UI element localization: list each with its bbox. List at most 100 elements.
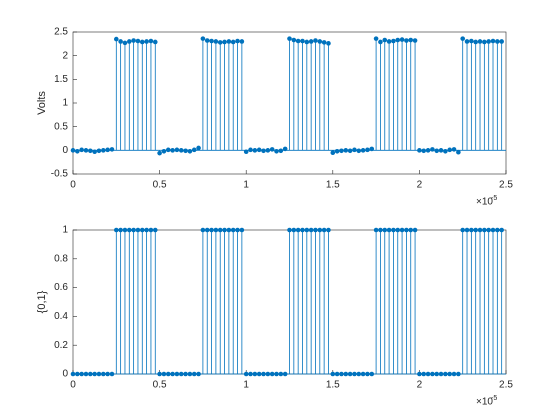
stem	[178, 148, 184, 153]
stem-marker	[321, 227, 327, 233]
stem	[239, 227, 245, 374]
stem	[421, 148, 427, 154]
stem	[191, 371, 197, 377]
stem	[122, 40, 128, 151]
stem-marker	[386, 227, 392, 233]
stem-marker	[308, 39, 314, 44]
stem-marker	[399, 37, 405, 42]
stem-marker	[88, 371, 93, 377]
stem-marker	[235, 38, 240, 44]
stem-marker	[304, 39, 310, 45]
stem-marker	[278, 148, 284, 154]
stem	[425, 148, 431, 153]
stem	[430, 147, 435, 152]
stem	[222, 227, 227, 374]
stem-marker	[243, 371, 249, 377]
stem-marker	[144, 227, 149, 233]
stem	[152, 39, 158, 151]
stem-marker	[79, 147, 84, 153]
stem-marker	[269, 147, 275, 152]
stem-marker	[200, 36, 206, 41]
stem	[92, 371, 97, 377]
stem-marker	[148, 38, 154, 44]
stem-marker	[395, 227, 401, 233]
stem-marker	[313, 227, 318, 233]
stem	[469, 227, 474, 374]
stem	[170, 371, 175, 377]
stem-marker	[434, 371, 440, 377]
stem	[300, 38, 305, 151]
stem-marker	[473, 227, 478, 233]
stem-marker	[170, 148, 175, 153]
stem-marker	[213, 39, 219, 44]
stem-marker	[70, 148, 76, 153]
stem-marker	[239, 39, 245, 44]
stem	[308, 39, 314, 151]
stem-marker	[330, 371, 336, 377]
stem	[126, 39, 132, 151]
y-axis-label: Volts	[36, 91, 48, 115]
y-tick-label: 0.5	[54, 121, 68, 132]
stem-marker	[92, 149, 97, 155]
stem	[243, 149, 249, 155]
stem	[473, 39, 478, 151]
stem	[114, 227, 119, 374]
stem-marker	[373, 36, 379, 41]
y-tick-label: 0.4	[54, 311, 68, 322]
stem-marker	[451, 147, 457, 152]
stem	[269, 371, 275, 377]
stem-marker	[291, 37, 297, 43]
stem	[334, 371, 340, 377]
y-axis-label: {0,1}	[36, 290, 48, 313]
stem-marker	[352, 371, 357, 377]
stem	[430, 371, 435, 377]
stem-marker	[495, 39, 500, 44]
stem	[477, 227, 483, 374]
y-tick-label: -0.5	[51, 169, 69, 180]
stem-marker	[204, 227, 210, 233]
stem	[373, 36, 379, 151]
stem-marker	[126, 227, 132, 233]
stem-marker	[456, 149, 461, 155]
stem	[317, 227, 323, 374]
stem	[191, 147, 197, 153]
x-tick-label: 0	[70, 380, 76, 391]
stem-marker	[386, 39, 392, 44]
stem	[308, 227, 314, 374]
stem	[326, 227, 331, 374]
stem-marker	[118, 227, 123, 233]
stem	[369, 146, 375, 152]
stem	[200, 36, 206, 151]
stem	[265, 371, 271, 377]
stem	[230, 39, 236, 151]
stem	[477, 39, 483, 151]
stem	[447, 147, 453, 153]
stem	[165, 147, 171, 153]
stem	[174, 147, 180, 153]
stem	[499, 227, 504, 374]
stem-marker	[209, 38, 214, 44]
stem	[248, 371, 253, 377]
stem	[252, 371, 258, 377]
stem	[174, 371, 180, 377]
stem	[456, 149, 461, 155]
stem	[412, 227, 418, 374]
stem	[404, 227, 409, 374]
stem-marker	[157, 371, 162, 377]
stem-marker	[417, 148, 422, 153]
stem-marker	[360, 148, 366, 153]
stem	[209, 227, 214, 374]
stem	[330, 150, 336, 155]
stem-marker	[152, 227, 158, 233]
stem-marker	[395, 37, 401, 43]
stem-marker	[300, 227, 305, 233]
stem-marker	[178, 148, 184, 153]
stem-marker	[217, 40, 223, 45]
stem-marker	[425, 371, 431, 377]
stem-marker	[88, 148, 93, 154]
stem	[304, 39, 310, 151]
stem	[148, 227, 154, 374]
stem	[482, 227, 487, 374]
stem	[295, 227, 301, 374]
stem-marker	[105, 147, 110, 153]
